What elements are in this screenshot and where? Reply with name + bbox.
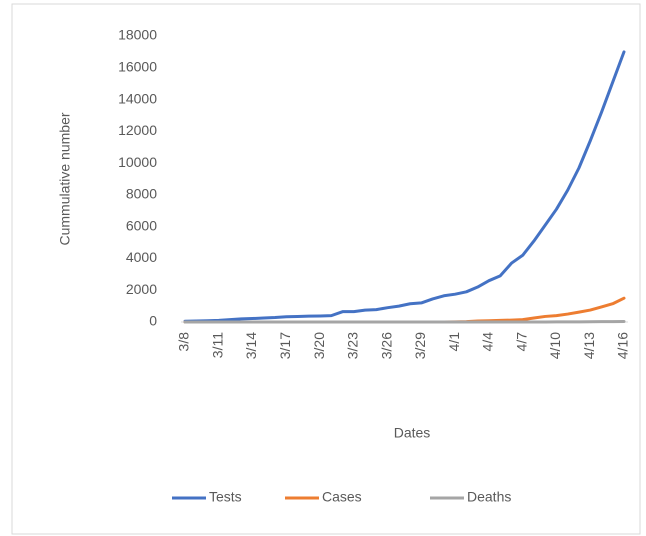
y-tick-label: 16000 — [118, 58, 157, 74]
x-tick-label: 3/8 — [176, 332, 192, 352]
x-tick-label: 3/11 — [209, 332, 225, 358]
x-tick-label: 4/1 — [446, 332, 462, 352]
x-tick-label: 3/20 — [311, 332, 327, 359]
y-tick-label: 14000 — [118, 90, 157, 106]
x-tick-label: 3/17 — [277, 332, 293, 359]
x-tick-label: 3/14 — [243, 332, 259, 359]
legend-label: Cases — [322, 489, 362, 505]
x-tick-label: 4/4 — [480, 332, 496, 352]
y-tick-label: 8000 — [126, 186, 157, 202]
y-tick-label: 12000 — [118, 122, 157, 138]
x-axis-title: Dates — [394, 425, 431, 441]
y-tick-label: 10000 — [118, 154, 157, 170]
y-tick-label: 6000 — [126, 217, 157, 233]
y-tick-label: 0 — [149, 313, 157, 329]
legend-label: Deaths — [467, 489, 511, 505]
x-tick-label: 4/16 — [615, 332, 631, 359]
series-line — [183, 50, 626, 323]
x-tick-label: 4/13 — [581, 332, 597, 359]
x-tick-label: 3/26 — [378, 332, 394, 359]
x-tick-label: 4/10 — [547, 332, 563, 359]
y-tick-label: 2000 — [126, 281, 157, 297]
y-axis-title: Cummulative number — [57, 112, 73, 245]
y-tick-label: 4000 — [126, 249, 157, 265]
x-tick-label: 3/23 — [345, 332, 361, 359]
x-tick-label: 4/7 — [513, 332, 529, 352]
y-tick-label: 18000 — [118, 27, 157, 43]
x-tick-label: 3/29 — [412, 332, 428, 359]
chart-frame — [11, 3, 641, 535]
legend-label: Tests — [209, 489, 242, 505]
